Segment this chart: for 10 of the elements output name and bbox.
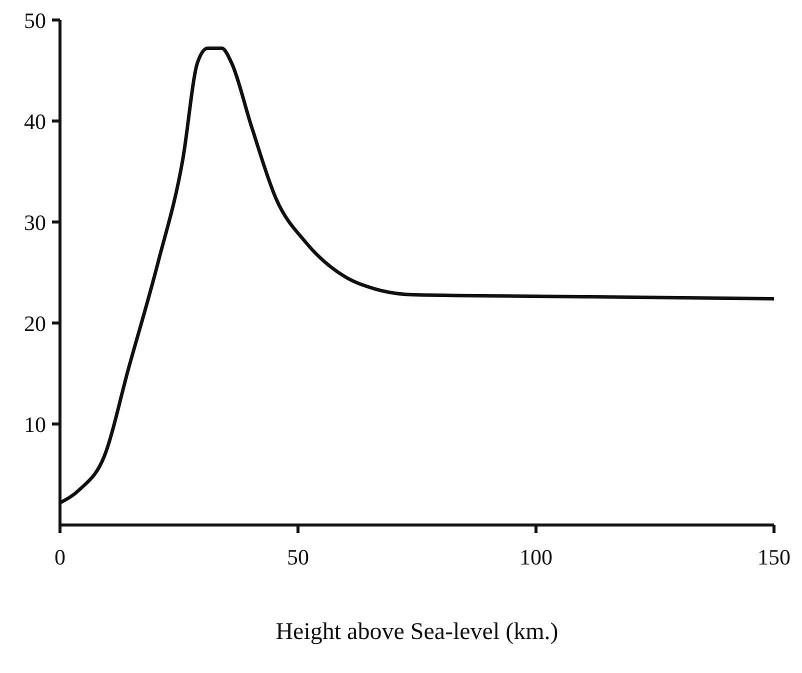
y-tick-label: 30 xyxy=(24,210,46,235)
y-tick-label: 20 xyxy=(24,310,46,336)
y-tick-label: 40 xyxy=(24,108,46,134)
y-tick-label: 10 xyxy=(24,412,46,437)
x-tick-label: 50 xyxy=(287,544,309,570)
x-tick-label: 150 xyxy=(758,544,790,570)
y-tick-label: 50 xyxy=(24,8,46,33)
x-axis-title: Height above Sea-level (km.) xyxy=(276,619,558,645)
x-tick-label: 100 xyxy=(520,544,552,570)
x-tick-label: 0 xyxy=(54,544,66,570)
